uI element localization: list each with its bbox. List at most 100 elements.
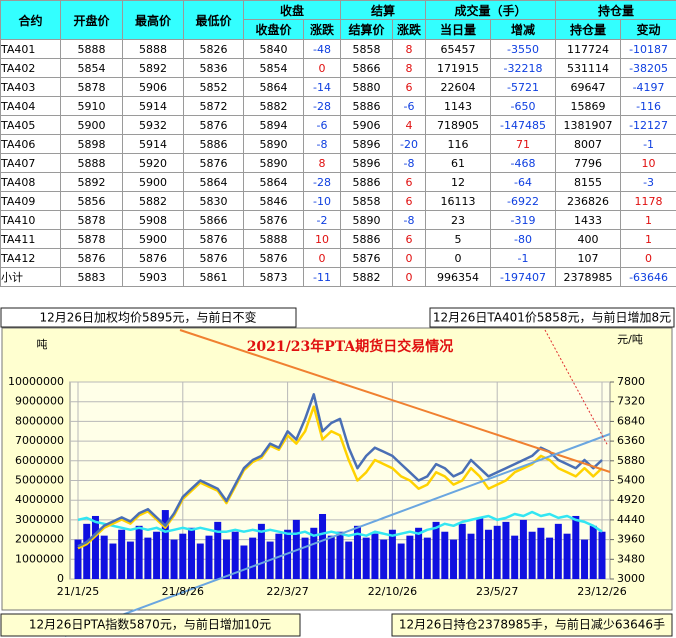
y-tick-label: 9000000 <box>15 395 64 408</box>
cell: 117724 <box>555 39 622 59</box>
bar <box>432 521 440 579</box>
contract: TA404 <box>0 96 61 116</box>
cell: -116 <box>620 96 676 116</box>
cell: -14 <box>302 77 342 97</box>
cell: 4 <box>392 115 427 135</box>
y-tick-label: 4000000 <box>15 493 64 506</box>
cell: 5920 <box>122 153 184 173</box>
cell: 6 <box>392 229 427 249</box>
contract: TA409 <box>0 191 61 211</box>
cell: 5876 <box>243 248 304 268</box>
cell: 5900 <box>60 115 123 135</box>
group-header: 结算 <box>340 0 427 20</box>
cell: 5878 <box>60 210 123 230</box>
bar <box>415 527 423 579</box>
cell: 531114 <box>555 58 622 78</box>
bar <box>310 527 318 579</box>
cell: 718905 <box>425 115 492 135</box>
cell: 61 <box>425 153 492 173</box>
y-axis-label: 吨 <box>37 338 48 351</box>
cell: 5836 <box>183 58 244 78</box>
cell: 5876 <box>243 210 304 230</box>
cell: 5866 <box>340 58 394 78</box>
x-tick-label: 22/10/26 <box>368 585 417 598</box>
cell: 0 <box>302 58 342 78</box>
cell: 5830 <box>183 191 244 211</box>
cell: 5886 <box>340 96 394 116</box>
cell: -5721 <box>490 77 557 97</box>
cell: 5882 <box>122 191 184 211</box>
cell: 5876 <box>340 248 394 268</box>
cell: -63646 <box>620 267 676 287</box>
bar <box>476 517 484 579</box>
cell: -3550 <box>490 39 557 59</box>
cell: 5876 <box>183 153 244 173</box>
note-box <box>0 307 297 328</box>
cell: 236826 <box>555 191 622 211</box>
chart-title: 2021/23年PTA期货日交易情况 <box>247 338 454 355</box>
bar <box>511 535 519 579</box>
cell: 5898 <box>60 134 123 154</box>
cell: 5840 <box>243 39 304 59</box>
contract: TA411 <box>0 229 61 249</box>
y-tick-label: 7000000 <box>15 434 64 447</box>
cell: 23 <box>425 210 492 230</box>
cell: -8 <box>392 153 427 173</box>
cell: 1381907 <box>555 115 622 135</box>
column-header: 涨跌 <box>392 19 427 40</box>
cell: -197407 <box>490 267 557 287</box>
line <box>77 405 603 550</box>
cell: 5 <box>425 229 492 249</box>
cell: 6 <box>392 172 427 192</box>
y-tick-label: 2000000 <box>15 533 64 546</box>
cell: 5873 <box>243 267 304 287</box>
cell: -3 <box>620 172 676 192</box>
bar <box>214 521 222 579</box>
cell: -2 <box>302 210 342 230</box>
y2-axis-label: 元/吨 <box>617 333 643 346</box>
cell: 8007 <box>555 134 622 154</box>
cell: 5886 <box>183 134 244 154</box>
cell: 5900 <box>122 172 184 192</box>
bar <box>144 537 152 579</box>
y2-tick-label: 7800 <box>617 375 645 388</box>
cell: -32218 <box>490 58 557 78</box>
column-header: 结算价 <box>340 19 394 40</box>
bar <box>493 525 501 579</box>
cell: 15869 <box>555 96 622 116</box>
contract: TA402 <box>0 58 61 78</box>
cell: 5892 <box>60 172 123 192</box>
cell: 10 <box>302 229 342 249</box>
column-header: 最高价 <box>122 0 184 40</box>
cell: 5906 <box>122 77 184 97</box>
group-header: 成交量（手） <box>425 0 557 20</box>
cell: -8 <box>302 134 342 154</box>
cell: 5886 <box>340 172 394 192</box>
x-tick-label: 21/8/26 <box>162 585 204 598</box>
cell: -28 <box>302 96 342 116</box>
bar <box>563 533 571 579</box>
column-header: 合约 <box>0 0 61 40</box>
bar <box>188 527 196 579</box>
cell: 5888 <box>243 229 304 249</box>
contract: TA401 <box>0 39 61 59</box>
cell: 5880 <box>340 77 394 97</box>
cell: 0 <box>392 248 427 268</box>
cell: 6 <box>392 77 427 97</box>
y2-tick-label: 4440 <box>617 513 645 526</box>
cell: -48 <box>302 39 342 59</box>
bar <box>161 510 169 579</box>
trend-line <box>179 329 611 473</box>
bar <box>581 539 589 579</box>
cell: 5908 <box>122 210 184 230</box>
cell: 1178 <box>620 191 676 211</box>
cell: 5826 <box>183 39 244 59</box>
cell: -64 <box>490 172 557 192</box>
cell: 5854 <box>60 58 123 78</box>
x-tick-label: 22/3/27 <box>266 585 308 598</box>
contract: TA406 <box>0 134 61 154</box>
cell: 5878 <box>60 229 123 249</box>
cell: 5890 <box>243 134 304 154</box>
contract: TA408 <box>0 172 61 192</box>
